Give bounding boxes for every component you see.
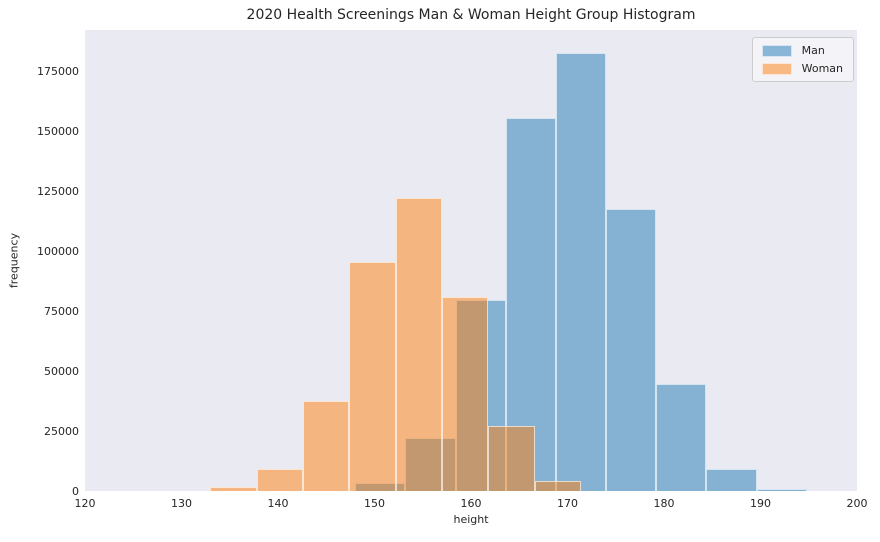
legend-entry-woman: Woman <box>761 62 843 75</box>
x-tick-label-190: 190 <box>750 497 771 510</box>
x-tick-label-170: 170 <box>557 497 578 510</box>
y-tick-label-125000: 125000 <box>37 184 79 198</box>
y-axis-label: frequency <box>7 232 21 289</box>
y-tick-label-50000: 50000 <box>44 364 79 378</box>
histogram-bar-woman-1 <box>256 469 304 491</box>
histogram-bar-man-7 <box>706 469 757 491</box>
histogram-bar-woman-5 <box>442 296 489 491</box>
y-tick-label-75000: 75000 <box>44 304 79 318</box>
y-tick-label-175000: 175000 <box>37 64 79 78</box>
x-tick-label-160: 160 <box>460 497 482 510</box>
y-tick-label-150000: 150000 <box>37 124 79 138</box>
x-axis-label: height <box>453 513 489 526</box>
legend-label-woman: Woman <box>801 62 843 75</box>
woman-color-swatch <box>761 62 792 75</box>
legend-label-man: Man <box>801 44 825 57</box>
histogram-bar-woman-7 <box>534 481 581 491</box>
histogram-bar-woman-4 <box>395 198 443 491</box>
legend: Man Woman <box>751 37 854 82</box>
y-tick-label-25000: 25000 <box>44 424 79 438</box>
x-tick-label-150: 150 <box>364 497 385 510</box>
histogram-bar-man-6 <box>656 384 707 491</box>
y-tick-label-0: 0 <box>72 485 79 498</box>
y-tick-label-100000: 100000 <box>37 244 79 258</box>
histogram-bar-man-5 <box>606 208 657 491</box>
histogram-bar-woman-2 <box>303 400 350 491</box>
histogram-bar-man-4 <box>555 52 607 491</box>
plot-area: Man Woman <box>85 30 857 491</box>
x-tick-label-130: 130 <box>171 497 192 510</box>
histogram-bar-woman-3 <box>349 261 396 491</box>
x-tick-label-180: 180 <box>653 497 675 510</box>
x-tick-label-120: 120 <box>74 497 96 510</box>
legend-entry-man: Man <box>761 44 843 57</box>
histogram-bar-woman-6 <box>488 426 535 491</box>
x-tick-label-140: 140 <box>267 497 289 510</box>
chart-title: 2020 Health Screenings Man & Woman Heigh… <box>246 7 696 23</box>
histogram-bar-man-8 <box>756 489 807 491</box>
x-tick-label-200: 200 <box>846 497 868 510</box>
man-color-swatch <box>761 44 792 57</box>
histogram-bar-woman-0 <box>210 487 257 491</box>
